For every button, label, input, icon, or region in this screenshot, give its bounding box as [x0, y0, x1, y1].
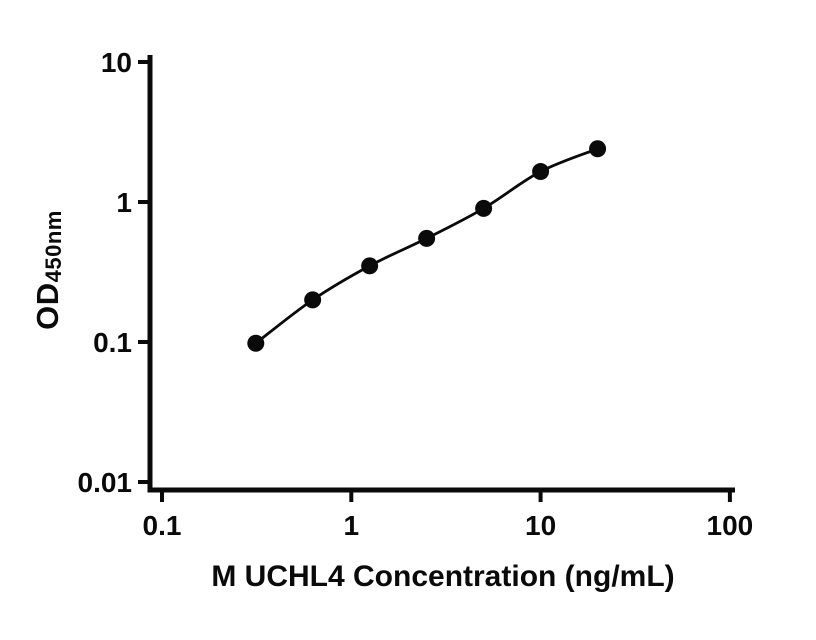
data-point	[304, 291, 322, 309]
data-point	[361, 257, 379, 275]
y-axis-tick-label: 1	[116, 187, 132, 218]
data-point	[418, 229, 436, 247]
x-axis-tick-label: 0.1	[143, 510, 182, 541]
data-point	[247, 334, 265, 352]
data-point	[589, 140, 607, 158]
x-axis-tick-label: 1	[344, 510, 360, 541]
y-axis-label-main: OD	[30, 282, 65, 330]
x-axis-label: M UCHL4 Concentration (ng/mL)	[211, 560, 675, 593]
x-axis-tick-label: 10	[525, 510, 556, 541]
data-point	[532, 163, 550, 181]
data-point	[475, 199, 493, 217]
y-axis-tick-label: 10	[101, 47, 132, 78]
x-axis-tick-label: 100	[707, 510, 754, 541]
y-axis-tick-label: 0.01	[78, 467, 133, 498]
y-axis-label: OD 450nm	[26, 158, 70, 382]
y-axis-tick-label: 0.1	[93, 327, 132, 358]
y-axis-label-subscript: 450nm	[41, 210, 66, 283]
